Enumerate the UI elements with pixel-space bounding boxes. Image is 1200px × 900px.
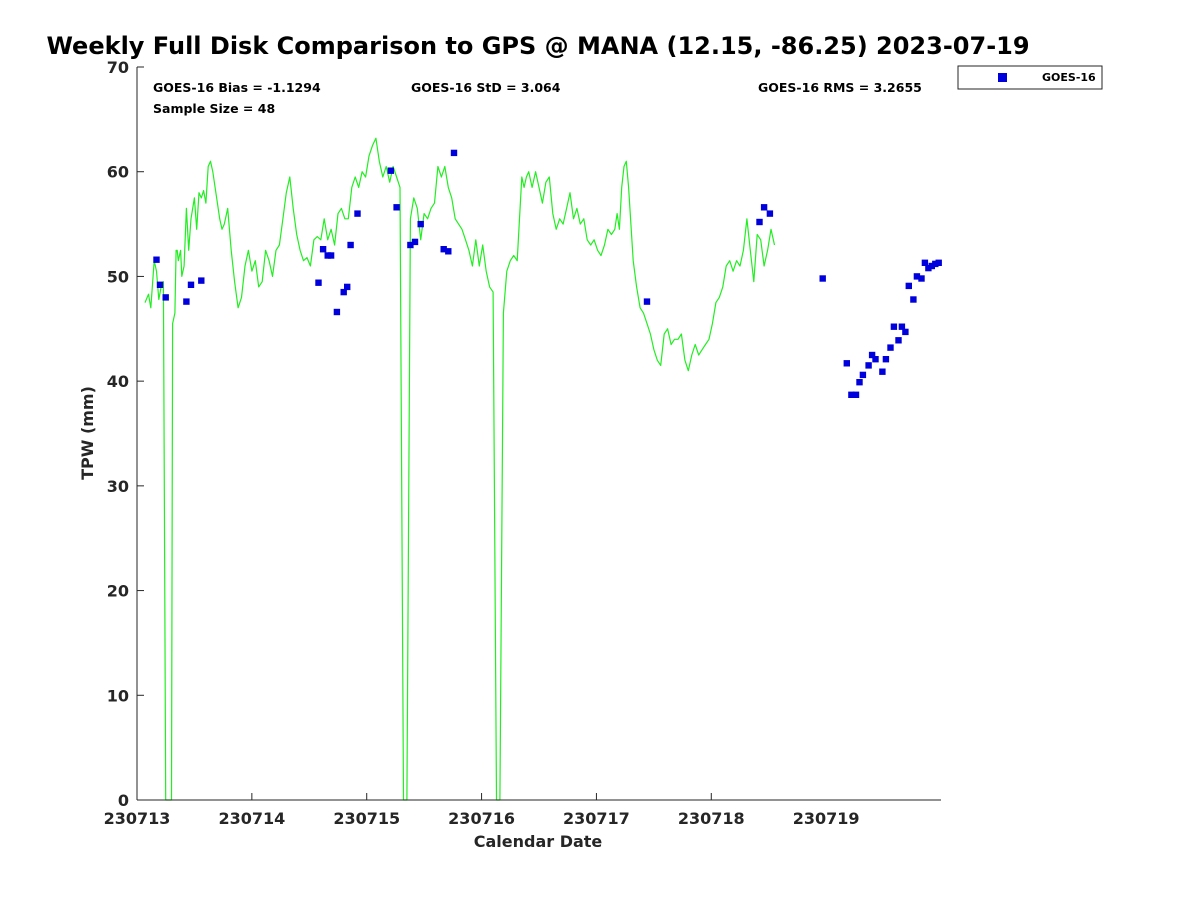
- chart-title: Weekly Full Disk Comparison to GPS @ MAN…: [46, 32, 1029, 60]
- stat-bias: GOES-16 Bias = -1.1294: [153, 80, 321, 95]
- goes-point: [766, 210, 774, 217]
- goes-point: [852, 391, 860, 398]
- goes-point: [445, 248, 452, 255]
- goes-point: [153, 256, 160, 263]
- y-tick-label: 40: [107, 372, 129, 391]
- goes-point: [905, 282, 912, 290]
- y-tick-label: 20: [107, 582, 129, 601]
- goes-point: [882, 356, 890, 363]
- goes-point: [928, 262, 935, 270]
- goes-point: [643, 298, 651, 305]
- goes-point: [387, 167, 394, 174]
- legend-box: [957, 65, 1103, 90]
- goes-point: [918, 275, 925, 282]
- x-tick-label: 230716: [448, 809, 515, 828]
- goes-point: [859, 371, 867, 379]
- legend-marker-square: [998, 73, 1007, 82]
- goes-point: [183, 298, 190, 305]
- x-tick-label: 230718: [678, 809, 745, 828]
- x-axis-ticks: 230713 230714 230715 230716 230717 230718 2307…: [104, 793, 860, 828]
- goes-point: [162, 294, 169, 301]
- x-tick-label: 230719: [793, 809, 860, 828]
- goes-point: [935, 259, 942, 266]
- goes-point: [843, 360, 850, 367]
- goes-point: [417, 220, 424, 228]
- goes-point: [921, 259, 929, 266]
- stat-rms: GOES-16 RMS = 3.2655: [758, 80, 922, 95]
- goes-point: [319, 246, 327, 253]
- y-axis-label: TPW (mm): [78, 386, 97, 480]
- goes-point: [819, 275, 826, 282]
- x-tick-label: 230715: [333, 809, 400, 828]
- y-tick-label: 30: [107, 477, 129, 496]
- y-tick-label: 50: [107, 267, 129, 286]
- goes-point: [347, 241, 354, 249]
- goes-point: [407, 241, 414, 249]
- gps-series-line: [144, 137, 776, 801]
- plot-background: [137, 67, 941, 800]
- goes-point: [879, 368, 886, 375]
- plot-area: [136, 67, 942, 801]
- goes-point: [450, 149, 458, 157]
- goes-point: [913, 273, 921, 280]
- goes-point: [856, 379, 863, 386]
- y-axis-ticks: 0 10 20 30 40 50 60 70: [107, 58, 144, 810]
- goes-point: [868, 351, 876, 359]
- goes-point: [333, 308, 341, 316]
- legend: GOES-16: [957, 65, 1103, 90]
- goes-point: [910, 296, 917, 303]
- goes-point: [872, 356, 879, 363]
- goes-point: [890, 323, 898, 330]
- goes-point: [344, 283, 351, 291]
- x-tick-label: 230717: [563, 809, 630, 828]
- gps-series: [144, 137, 776, 801]
- x-tick-label: 230714: [218, 809, 285, 828]
- stat-std: GOES-16 StD = 3.064: [411, 80, 561, 95]
- y-tick-label: 0: [118, 791, 129, 810]
- goes-point: [156, 281, 164, 288]
- goes-point: [865, 362, 872, 369]
- stat-sample-size: Sample Size = 48: [153, 101, 275, 116]
- legend-label: GOES-16: [1042, 71, 1096, 84]
- goes-point: [925, 264, 932, 272]
- goes-point: [393, 204, 400, 211]
- y-tick-label: 60: [107, 163, 129, 182]
- goes-point: [898, 323, 906, 330]
- goes-point: [440, 246, 447, 253]
- y-tick-label: 70: [107, 58, 129, 77]
- goes-point: [187, 281, 195, 288]
- goes-point: [198, 277, 205, 284]
- goes-point: [411, 238, 419, 246]
- goes-point: [327, 252, 335, 259]
- y-tick-label: 10: [107, 686, 129, 705]
- goes-point: [895, 337, 902, 344]
- goes-point: [848, 391, 855, 398]
- goes-series: [153, 149, 942, 398]
- goes-point: [887, 344, 894, 351]
- goes-point: [760, 204, 768, 211]
- goes-point: [932, 260, 939, 268]
- goes-point: [315, 279, 322, 286]
- x-tick-label: 230713: [104, 809, 171, 828]
- goes-point: [340, 288, 347, 296]
- goes-point: [354, 210, 361, 217]
- goes-point: [902, 328, 909, 336]
- goes-point: [324, 252, 331, 259]
- goes-point: [756, 218, 763, 226]
- x-axis-label: Calendar Date: [474, 832, 603, 851]
